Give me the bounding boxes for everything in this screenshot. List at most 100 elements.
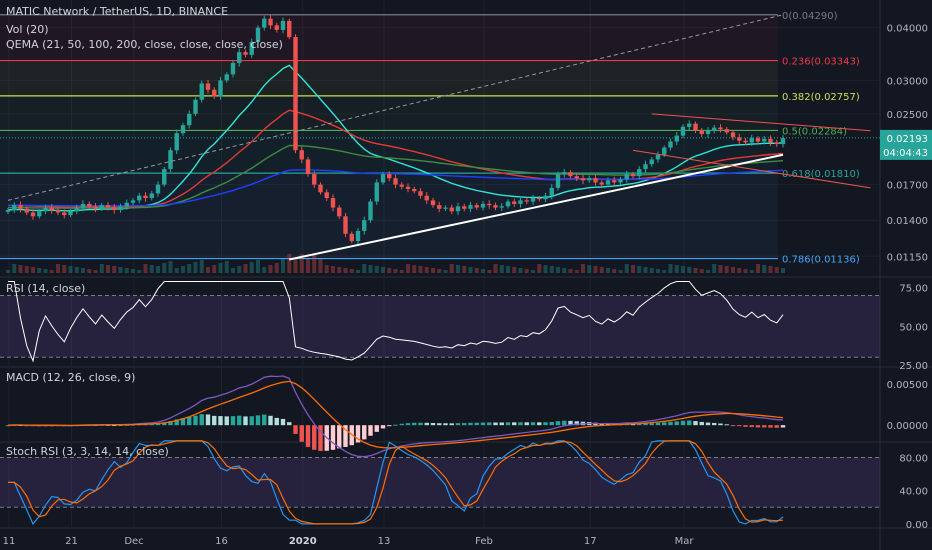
candle-body xyxy=(730,132,736,138)
candle-body xyxy=(418,191,423,196)
candle-body xyxy=(630,174,636,177)
candle-body xyxy=(255,27,261,42)
macd-histogram-bar xyxy=(574,421,579,426)
stoch-k-line xyxy=(8,440,784,526)
macd-histogram-bar xyxy=(668,421,673,426)
macd-histogram-bar xyxy=(255,415,261,426)
volume-bar xyxy=(18,265,23,273)
volume-bar xyxy=(268,265,273,273)
volume-bar xyxy=(468,267,473,273)
volume-bar xyxy=(224,261,229,273)
volume-bar xyxy=(718,265,723,273)
candle-body xyxy=(474,205,479,208)
macd-histogram-bar xyxy=(180,418,186,426)
date-tick-label: 16 xyxy=(215,536,228,547)
volume-bar xyxy=(312,254,317,273)
volume-bar xyxy=(424,267,429,273)
volume-bar xyxy=(81,268,85,273)
volume-bar xyxy=(593,266,598,273)
volume-bar xyxy=(24,266,29,273)
macd-histogram-bar xyxy=(680,420,686,426)
candle-body xyxy=(362,220,367,232)
macd-histogram-bar xyxy=(487,422,492,426)
macd-histogram-bar xyxy=(637,423,642,426)
volume-bar xyxy=(193,262,198,273)
candle-body xyxy=(130,200,136,203)
volume-bar xyxy=(74,267,79,273)
qema-200-line xyxy=(8,169,784,207)
candle-body xyxy=(287,20,292,38)
macd-histogram-bar xyxy=(643,423,648,426)
fib-level-label: 0.786(0.01136) xyxy=(782,255,860,266)
last-price-tag xyxy=(880,129,932,160)
volume-bar xyxy=(637,266,642,273)
volume-bar xyxy=(624,264,629,273)
candle-body xyxy=(299,150,304,160)
volume-bar xyxy=(231,268,235,273)
macd-histogram-bar xyxy=(224,416,229,426)
volume-bar xyxy=(662,270,667,273)
candle-body xyxy=(237,52,242,63)
volume-label: Vol (20) xyxy=(6,23,49,36)
date-tick-label: Feb xyxy=(475,536,493,547)
macd-histogram-bar xyxy=(243,416,248,426)
candle-body xyxy=(493,205,498,208)
macd-histogram-bar xyxy=(424,422,429,426)
macd-histogram-bar xyxy=(443,423,448,426)
volume-bar xyxy=(31,267,35,273)
volume-bar xyxy=(318,259,323,273)
macd-histogram-bar xyxy=(355,425,361,443)
date-tick-label: 11 xyxy=(3,536,16,547)
candle-body xyxy=(193,99,198,114)
fib-zone xyxy=(0,60,778,96)
candle-body xyxy=(87,203,92,207)
volume-bar xyxy=(681,266,685,273)
volume-bar xyxy=(243,264,248,273)
candle-body xyxy=(355,231,361,242)
trendlines[interactable] xyxy=(7,14,871,261)
macd-histogram-bar xyxy=(505,422,511,426)
candle-body xyxy=(505,201,511,207)
volume-bar xyxy=(12,264,17,273)
volume-bar xyxy=(687,267,692,273)
candle-body xyxy=(649,159,654,165)
candle-body xyxy=(718,127,723,130)
candle-body xyxy=(443,207,448,209)
candle-body xyxy=(774,142,779,145)
candle-body xyxy=(749,138,754,143)
volume-bar xyxy=(762,265,767,273)
candle-body xyxy=(680,126,686,136)
candle-body xyxy=(143,195,148,199)
candle-body xyxy=(249,41,254,55)
candle-body xyxy=(524,200,529,202)
candle-body xyxy=(337,207,342,217)
candle-body xyxy=(24,208,29,213)
volume-bar xyxy=(6,270,10,273)
volume-bar xyxy=(706,270,710,273)
macd-tick-label: 0.00500 xyxy=(887,380,928,391)
candle-body xyxy=(580,178,586,181)
candle-body xyxy=(105,205,111,208)
macd-histogram-bar xyxy=(718,423,723,426)
macd-histogram-bar xyxy=(762,425,767,428)
macd-histogram-bar xyxy=(430,423,436,426)
volume-bar xyxy=(137,270,142,273)
rsi-title: RSI (14, close) xyxy=(6,282,85,295)
qema-50-line xyxy=(8,109,784,208)
volume-bar xyxy=(524,269,529,273)
oscillators xyxy=(5,281,786,526)
macd-histogram-bar xyxy=(205,414,211,426)
candle-body xyxy=(599,182,604,185)
candle-body xyxy=(437,205,442,209)
macd-histogram-bar xyxy=(499,422,504,426)
macd-histogram-bar xyxy=(655,422,661,426)
candle-body xyxy=(637,169,642,177)
candle-body xyxy=(537,198,542,200)
chart-title: MATIC Network / TetherUS, 1D, BINANCE xyxy=(6,5,228,18)
candle-body xyxy=(68,211,73,216)
volume-bar xyxy=(381,267,385,273)
candle-body xyxy=(530,198,536,202)
candle-body xyxy=(5,210,11,212)
macd-histogram-bar xyxy=(299,425,304,442)
